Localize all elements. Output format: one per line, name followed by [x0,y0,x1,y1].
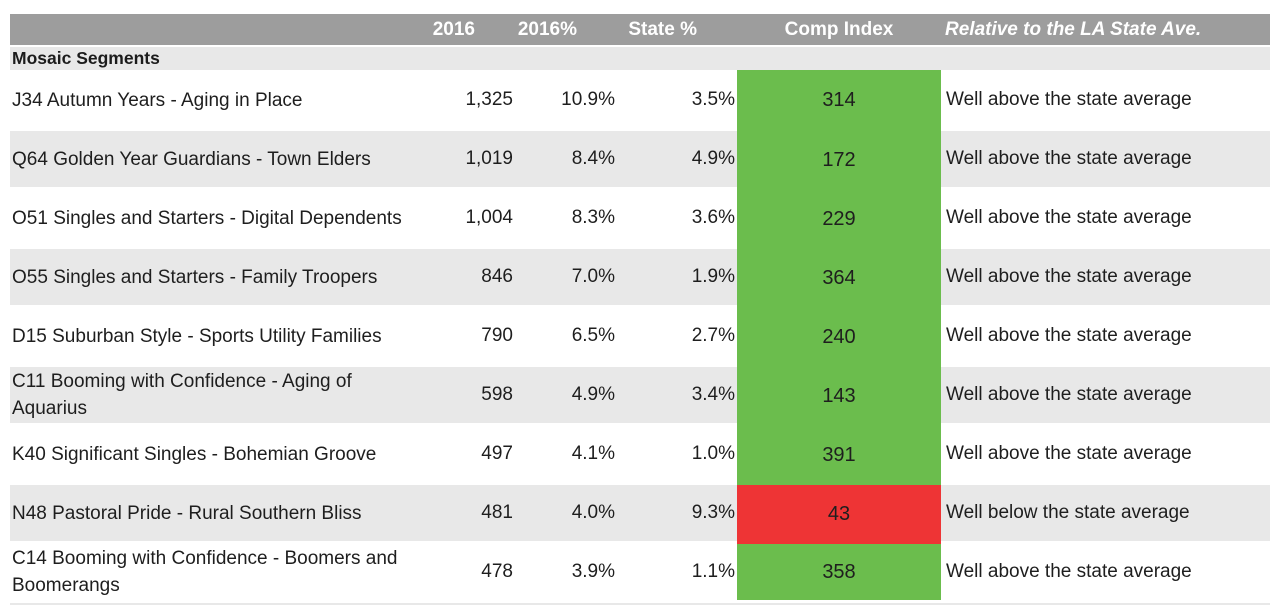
header-state-pct: State % [628,18,697,40]
table-row: O55 Singles and Starters - Family Troope… [10,249,1270,308]
segment-name: Q64 Golden Year Guardians - Town Elders [12,148,371,170]
count-2016-value: 478 [481,561,513,582]
relative-label: Well above the state average [946,384,1192,405]
table-row: K40 Significant Singles - Bohemian Groov… [10,426,1270,485]
header-2016-pct: 2016% [517,18,577,40]
pct-2016-value: 8.3% [571,207,615,228]
comp-index-cell: 172 [737,131,941,190]
pct-2016-value: 4.1% [571,443,615,464]
state-pct-value: 3.5% [691,89,735,110]
count-2016-value: 497 [481,443,513,464]
pct-2016-value: 4.0% [571,502,615,523]
comp-index-value: 314 [737,70,941,131]
state-pct-value: 3.6% [691,207,735,228]
relative-label: Well above the state average [946,325,1192,346]
relative-label: Well above the state average [946,561,1192,582]
comp-index-value: 364 [737,249,941,308]
comp-index-cell: 229 [737,190,941,249]
comp-index-cell: 314 [737,70,941,131]
table-row: O51 Singles and Starters - Digital Depen… [10,190,1270,249]
comp-index-value: 391 [737,426,941,485]
count-2016-value: 790 [481,325,513,346]
relative-label: Well above the state average [946,443,1192,464]
table-body: J34 Autumn Years - Aging in Place 1,325 … [10,70,1270,600]
header-relative-to-state-avg: Relative to the LA State Ave. [945,18,1202,40]
count-2016-value: 1,325 [465,89,513,110]
table-row: J34 Autumn Years - Aging in Place 1,325 … [10,70,1270,131]
state-pct-value: 1.0% [691,443,735,464]
count-2016-value: 481 [481,502,513,523]
count-2016-value: 1,004 [465,207,513,228]
pct-2016-value: 7.0% [571,266,615,287]
count-2016-value: 846 [481,266,513,287]
pct-2016-value: 10.9% [561,89,615,110]
comp-index-cell: 364 [737,249,941,308]
segment-name: D15 Suburban Style - Sports Utility Fami… [12,325,382,347]
segment-name: O55 Singles and Starters - Family Troope… [12,266,378,288]
count-2016-value: 1,019 [465,148,513,169]
segment-name: K40 Significant Singles - Bohemian Groov… [12,443,377,465]
table-row: Q64 Golden Year Guardians - Town Elders … [10,131,1270,190]
comp-index-value: 172 [737,131,941,190]
comp-index-value: 143 [737,367,941,426]
relative-label: Well above the state average [946,207,1192,228]
section-label-mosaic-segments: Mosaic Segments [10,47,1270,70]
table-row: N48 Pastoral Pride - Rural Southern Blis… [10,485,1270,544]
comp-index-value: 43 [737,485,941,544]
comp-index-value: 358 [737,544,941,600]
count-2016-value: 598 [481,384,513,405]
segment-name: C14 Booming with Confidence - Boomers an… [12,548,398,596]
relative-label: Well above the state average [946,148,1192,169]
state-pct-value: 2.7% [691,325,735,346]
pct-2016-value: 8.4% [571,148,615,169]
state-pct-value: 9.3% [691,502,735,523]
segment-name: C11 Booming with Confidence - Aging of A… [12,371,352,419]
state-pct-value: 1.1% [691,561,735,582]
comp-index-cell: 143 [737,367,941,426]
table-row: D15 Suburban Style - Sports Utility Fami… [10,308,1270,367]
pct-2016-value: 4.9% [571,384,615,405]
state-pct-value: 3.4% [691,384,735,405]
comp-index-cell: 391 [737,426,941,485]
pct-2016-value: 6.5% [571,325,615,346]
comp-index-value: 229 [737,190,941,249]
header-segments-spacer [10,14,425,45]
pct-2016-value: 3.9% [571,561,615,582]
segment-name: N48 Pastoral Pride - Rural Southern Blis… [12,502,362,524]
state-pct-value: 4.9% [691,148,735,169]
comp-index-cell: 358 [737,544,941,600]
comp-index-cell: 240 [737,308,941,367]
partial-next-row [10,603,1270,605]
comp-index-cell: 43 [737,485,941,544]
comp-index-value: 240 [737,308,941,367]
table-header-row: 2016 2016% State % Comp Index Relative t… [10,14,1270,45]
relative-label: Well above the state average [946,266,1192,287]
table-row: C14 Booming with Confidence - Boomers an… [10,544,1270,600]
table-row: C11 Booming with Confidence - Aging of A… [10,367,1270,426]
segment-name: J34 Autumn Years - Aging in Place [12,89,303,111]
relative-label: Well above the state average [946,89,1192,110]
state-pct-value: 1.9% [691,266,735,287]
header-comp-index: Comp Index [784,18,894,40]
header-2016: 2016 [432,18,475,40]
relative-label: Well below the state average [946,502,1190,523]
segment-name: O51 Singles and Starters - Digital Depen… [12,207,402,229]
